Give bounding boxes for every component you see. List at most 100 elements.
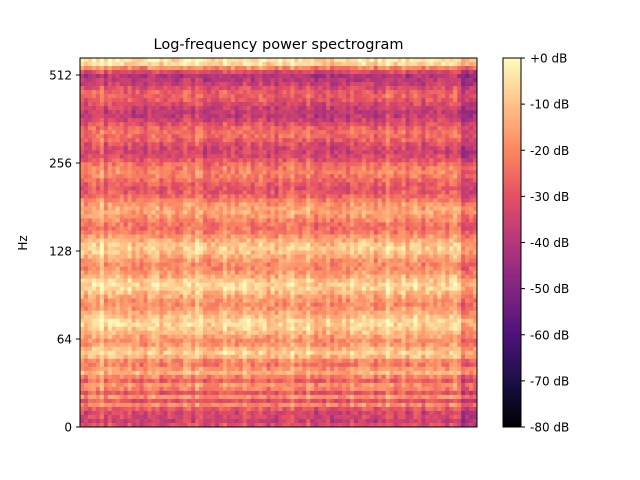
heatmap-cell xyxy=(326,226,331,231)
heatmap-cell xyxy=(377,138,383,143)
heatmap-cell xyxy=(250,66,256,71)
heatmap-cell xyxy=(322,118,327,123)
heatmap-cell xyxy=(91,134,97,139)
heatmap-cell xyxy=(429,182,434,187)
heatmap-cell xyxy=(369,182,375,187)
heatmap-cell xyxy=(183,198,188,203)
heatmap-cell xyxy=(203,218,208,223)
heatmap-cell xyxy=(453,222,458,227)
heatmap-cell xyxy=(345,114,351,119)
heatmap-cell xyxy=(250,202,256,207)
heatmap-cell xyxy=(361,154,367,159)
heatmap-cell xyxy=(298,106,303,111)
heatmap-cell xyxy=(330,130,335,135)
heatmap-cell xyxy=(413,166,418,171)
heatmap-cell xyxy=(345,110,351,115)
heatmap-cell xyxy=(199,94,204,99)
heatmap-cell xyxy=(135,138,140,143)
heatmap-cell xyxy=(286,182,291,187)
heatmap-cell xyxy=(214,226,220,231)
heatmap-cell xyxy=(369,242,375,247)
heatmap-cell xyxy=(266,158,271,163)
heatmap-cell xyxy=(211,222,216,227)
heatmap-cell xyxy=(147,98,152,103)
heatmap-cell xyxy=(135,194,140,199)
heatmap-cell xyxy=(290,154,295,159)
heatmap-cell xyxy=(274,174,279,179)
heatmap-cell xyxy=(270,166,275,171)
heatmap-cell xyxy=(179,70,184,75)
heatmap-cell xyxy=(393,194,398,199)
heatmap-cell xyxy=(421,74,426,79)
heatmap-cell xyxy=(147,130,152,135)
heatmap-cell xyxy=(314,182,319,187)
heatmap-cell xyxy=(83,162,89,167)
heatmap-cell xyxy=(314,150,319,155)
heatmap-cell xyxy=(258,58,264,63)
heatmap-cell xyxy=(258,246,264,251)
heatmap-cell xyxy=(183,82,188,87)
heatmap-cell xyxy=(119,90,125,95)
heatmap-cell xyxy=(429,94,434,99)
heatmap-cell xyxy=(135,102,140,107)
heatmap-cell xyxy=(199,174,204,179)
heatmap-cell xyxy=(298,122,303,127)
heatmap-cell xyxy=(111,134,117,139)
heatmap-cell xyxy=(290,222,295,227)
heatmap-cell xyxy=(342,146,347,151)
heatmap-cell xyxy=(286,130,291,135)
heatmap-cell xyxy=(373,178,379,183)
heatmap-cell xyxy=(103,230,109,235)
heatmap-cell xyxy=(365,102,371,107)
heatmap-cell xyxy=(111,238,117,243)
heatmap-cell xyxy=(80,102,85,107)
heatmap-cell xyxy=(155,102,160,107)
heatmap-cell xyxy=(87,114,93,119)
heatmap-cell xyxy=(199,162,204,167)
heatmap-cell xyxy=(199,158,204,163)
heatmap-cell xyxy=(119,126,125,131)
heatmap-cell xyxy=(199,154,204,159)
heatmap-cell xyxy=(127,170,133,175)
heatmap-cell xyxy=(211,250,216,255)
heatmap-cell xyxy=(218,226,224,231)
heatmap-cell xyxy=(203,222,208,227)
heatmap-cell xyxy=(393,66,398,71)
heatmap-cell xyxy=(282,174,287,179)
heatmap-cell xyxy=(135,118,140,123)
heatmap-cell xyxy=(353,170,359,175)
heatmap-cell xyxy=(159,222,164,227)
heatmap-cell xyxy=(282,66,287,71)
heatmap-cell xyxy=(397,162,402,167)
heatmap-cell xyxy=(83,238,89,243)
heatmap-cell xyxy=(107,178,113,183)
heatmap-cell xyxy=(226,174,232,179)
heatmap-cell xyxy=(254,134,260,139)
heatmap-cell xyxy=(334,114,339,119)
heatmap-cell xyxy=(449,62,454,67)
heatmap-cell xyxy=(163,70,168,75)
heatmap-cell xyxy=(401,58,406,63)
heatmap-cell xyxy=(163,190,168,195)
heatmap-cell xyxy=(349,134,355,139)
heatmap-cell xyxy=(167,134,172,139)
heatmap-cell xyxy=(115,142,121,147)
heatmap-cell xyxy=(349,174,355,179)
heatmap-cell xyxy=(207,194,212,199)
heatmap-cell xyxy=(214,82,220,87)
heatmap-cell xyxy=(326,234,331,239)
heatmap-cell xyxy=(135,106,140,111)
heatmap-cell xyxy=(211,106,216,111)
heatmap-cell xyxy=(334,190,339,195)
heatmap-cell xyxy=(115,158,121,163)
heatmap-cell xyxy=(361,90,367,95)
heatmap-cell xyxy=(282,86,287,91)
heatmap-cell xyxy=(218,98,224,103)
heatmap-cell xyxy=(369,186,375,191)
heatmap-cell xyxy=(453,74,458,79)
heatmap-cell xyxy=(369,158,375,163)
heatmap-cell xyxy=(417,210,422,215)
heatmap-cell xyxy=(318,166,323,171)
heatmap-cell xyxy=(345,174,351,179)
heatmap-cell xyxy=(87,74,93,79)
